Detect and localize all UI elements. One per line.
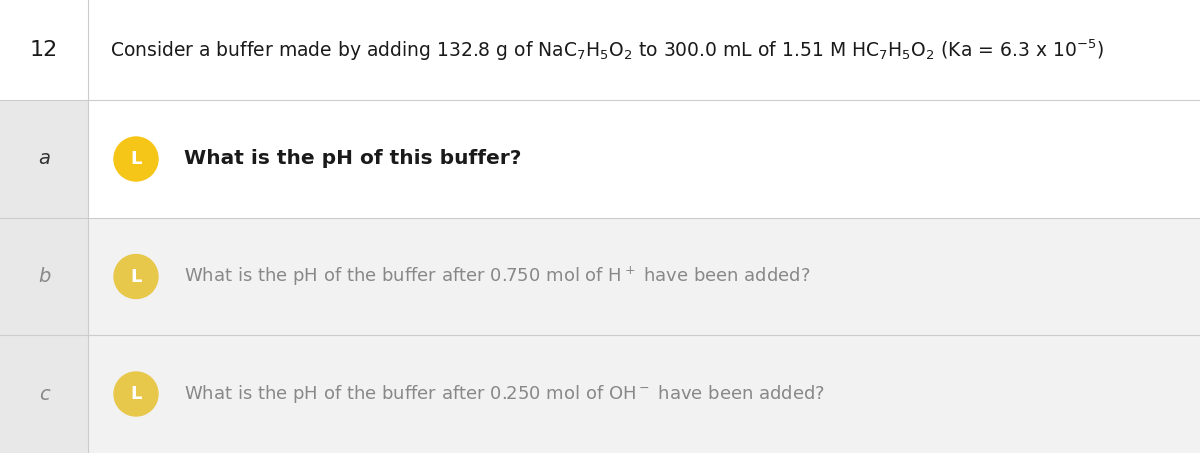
Text: L: L [131, 268, 142, 285]
Text: c: c [38, 385, 49, 404]
FancyBboxPatch shape [88, 335, 1200, 453]
FancyBboxPatch shape [88, 0, 1200, 100]
Text: b: b [38, 267, 50, 286]
FancyBboxPatch shape [0, 100, 88, 218]
Text: a: a [38, 149, 50, 169]
FancyBboxPatch shape [0, 335, 88, 453]
FancyBboxPatch shape [88, 218, 1200, 335]
Text: 12: 12 [30, 40, 58, 60]
Text: What is the pH of this buffer?: What is the pH of this buffer? [184, 149, 521, 169]
FancyBboxPatch shape [88, 100, 1200, 218]
Circle shape [114, 372, 158, 416]
Circle shape [114, 137, 158, 181]
Text: Consider a buffer made by adding 132.8 g of NaC$_7$H$_5$O$_2$ to 300.0 mL of 1.5: Consider a buffer made by adding 132.8 g… [110, 37, 1104, 63]
Text: What is the pH of the buffer after 0.750 mol of H$^+$ have been added?: What is the pH of the buffer after 0.750… [184, 265, 810, 288]
Text: What is the pH of the buffer after 0.250 mol of OH$^-$ have been added?: What is the pH of the buffer after 0.250… [184, 383, 826, 405]
Text: L: L [131, 385, 142, 403]
Circle shape [114, 255, 158, 299]
FancyBboxPatch shape [0, 218, 88, 335]
FancyBboxPatch shape [0, 0, 88, 100]
Text: L: L [131, 150, 142, 168]
